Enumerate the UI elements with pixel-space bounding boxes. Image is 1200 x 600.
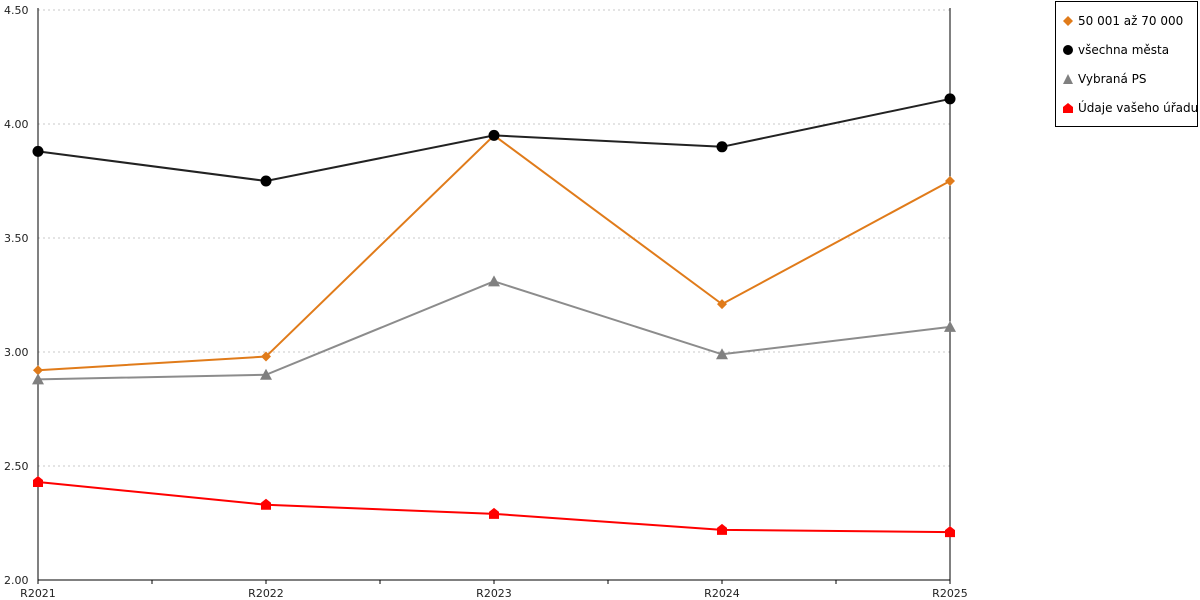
y-tick-label: 2.00 xyxy=(4,574,29,587)
data-point xyxy=(488,129,500,141)
data-point xyxy=(33,365,43,376)
data-point xyxy=(261,351,271,362)
series-4 xyxy=(33,475,955,538)
grid-lines xyxy=(38,9,950,467)
data-point xyxy=(716,348,728,360)
diamond-marker-icon xyxy=(1063,16,1073,26)
legend-label: Vybraná PS xyxy=(1078,72,1147,86)
data-point xyxy=(717,523,727,535)
series-lines xyxy=(32,93,956,538)
series-1 xyxy=(33,130,955,376)
series-line xyxy=(37,280,951,381)
series-line xyxy=(37,134,951,372)
series-3 xyxy=(32,275,956,385)
y-tick-label: 3.50 xyxy=(4,232,29,245)
y-tick-label: 2.50 xyxy=(4,460,29,473)
data-point xyxy=(32,145,44,157)
data-point xyxy=(261,498,271,510)
data-point xyxy=(488,275,500,287)
legend: 50 001 až 70 000 všechna města Vybraná P… xyxy=(1055,1,1198,127)
data-point xyxy=(260,175,272,187)
y-tick-label: 4.50 xyxy=(4,4,29,17)
legend-item-series-1: 50 001 až 70 000 xyxy=(1062,11,1183,31)
x-tick-label: R2025 xyxy=(932,587,968,600)
data-point xyxy=(944,93,956,105)
legend-label: 50 001 až 70 000 xyxy=(1078,14,1184,28)
circle-marker-icon xyxy=(1063,45,1073,55)
data-point xyxy=(716,141,728,153)
triangle-marker-icon xyxy=(1063,74,1073,84)
house-marker-icon xyxy=(1063,103,1073,113)
data-point xyxy=(945,526,955,538)
x-tick-label: R2024 xyxy=(704,587,740,600)
legend-label: všechna města xyxy=(1078,43,1170,57)
data-point xyxy=(260,368,272,380)
legend-item-series-2: všechna města xyxy=(1062,40,1169,60)
data-point xyxy=(944,320,956,332)
data-point xyxy=(33,475,43,487)
y-tick-label: 4.00 xyxy=(4,118,29,131)
legend-item-series-3: Vybraná PS xyxy=(1062,69,1147,89)
series-line xyxy=(37,480,951,534)
data-point xyxy=(717,299,727,310)
series-2 xyxy=(32,93,956,187)
x-tick-label: R2023 xyxy=(476,587,512,600)
legend-label: Údaje vašeho úřadu xyxy=(1078,101,1199,115)
data-point xyxy=(945,176,955,186)
x-tick-label: R2021 xyxy=(20,587,56,600)
legend-item-series-4: Údaje vašeho úřadu xyxy=(1062,98,1198,118)
tick-labels: 2.00 2.50 3.00 3.50 4.00 4.50 R2021 R2022 R2023 R… xyxy=(4,4,968,600)
data-point xyxy=(32,373,44,385)
data-point xyxy=(489,507,499,519)
y-tick-label: 3.00 xyxy=(4,346,29,359)
x-tick-label: R2022 xyxy=(248,587,284,600)
axes xyxy=(37,8,951,584)
